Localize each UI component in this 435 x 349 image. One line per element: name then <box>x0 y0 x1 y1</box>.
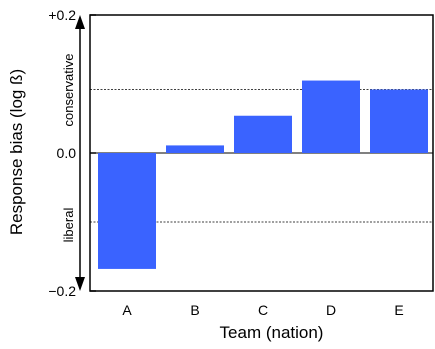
bar-b <box>166 145 224 153</box>
bias-direction-arrow <box>75 15 85 291</box>
y-tick-label-2: 0.0 <box>57 145 77 161</box>
y-tick-label-1: +0.2 <box>48 7 76 23</box>
x-tick-label-c: C <box>258 302 268 318</box>
y-axis-label: Response bias (log ß) <box>7 69 26 235</box>
arrow-down-head <box>75 277 85 291</box>
bar-c <box>234 115 292 153</box>
arrow-up-head <box>75 15 85 29</box>
x-axis-label: Team (nation) <box>220 323 324 342</box>
x-tick-label-a: A <box>122 302 132 318</box>
bar-d <box>302 80 360 153</box>
annotation-conservative: conservative <box>61 54 76 127</box>
annotation-liberal: liberal <box>61 208 76 243</box>
x-tick-label-e: E <box>394 302 403 318</box>
x-tick-label-d: D <box>326 302 336 318</box>
y-tick-label-3: −0.2 <box>48 283 76 299</box>
y-tick-labels: +0.2 0.0 −0.2 <box>48 7 76 299</box>
bars <box>98 80 428 269</box>
x-tick-label-b: B <box>190 302 199 318</box>
bar-e <box>370 89 428 153</box>
x-tick-labels: A B C D E <box>122 302 403 318</box>
y-tick-marks <box>90 14 96 292</box>
bar-a <box>98 153 156 269</box>
